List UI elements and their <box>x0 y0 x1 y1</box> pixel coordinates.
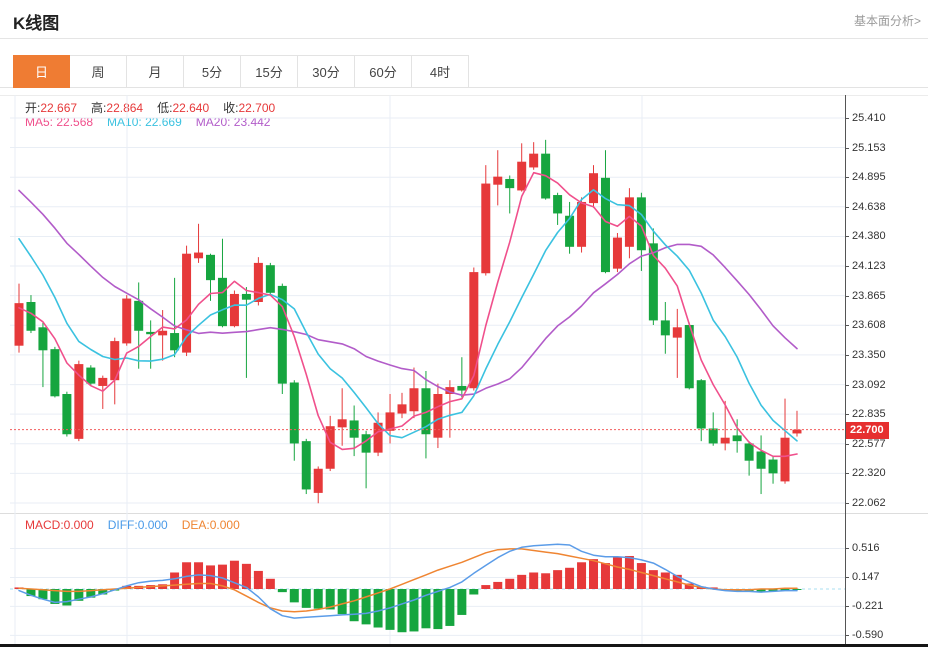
tab-period-3[interactable]: 月 <box>127 55 184 88</box>
axis-label: 22.062 <box>852 497 886 509</box>
macd-legend-item: DEA:0.000 <box>181 518 240 532</box>
axis-tick <box>845 444 849 445</box>
axis-tick <box>845 148 849 149</box>
axis-label: -0.590 <box>852 629 884 641</box>
last-price-badge: 22.700 <box>846 422 889 439</box>
panel-divider <box>0 513 928 514</box>
macd-legend-item: MACD:0.000 <box>25 518 94 532</box>
axis-label: 22.577 <box>852 438 886 450</box>
tab-period-5[interactable]: 15分 <box>241 55 298 88</box>
ohlc-label: 收: <box>223 101 239 115</box>
ohlc-label: 高: <box>91 101 107 115</box>
tab-period-8[interactable]: 4时 <box>412 55 469 88</box>
page-title: K线图 <box>13 14 60 33</box>
axis-label: 0.516 <box>852 542 880 554</box>
ohlc-value: 22.667 <box>40 101 78 115</box>
axis-tick <box>845 635 849 636</box>
fundamental-analysis-link[interactable]: 基本面分析> <box>853 14 921 28</box>
chart-top-border <box>0 95 928 96</box>
axis-tick <box>845 503 849 504</box>
axis-label: 23.350 <box>852 349 886 361</box>
axis-label: 24.380 <box>852 230 886 242</box>
axis-label: 22.835 <box>852 408 886 420</box>
axis-label: 25.410 <box>852 112 886 124</box>
axis-label: 23.865 <box>852 290 886 302</box>
bottom-border <box>0 644 928 647</box>
ohlc-value: 22.700 <box>238 101 276 115</box>
axis-tick <box>845 296 849 297</box>
macd-legend-item: DIFF:0.000 <box>107 518 168 532</box>
axis-tick <box>845 118 849 119</box>
axis-label: 23.608 <box>852 319 886 331</box>
tab-period-4[interactable]: 5分 <box>184 55 241 88</box>
ohlc-value: 22.864 <box>106 101 144 115</box>
ohlc-label: 低: <box>157 101 173 115</box>
axis-tick <box>845 548 849 549</box>
axis-label: -0.221 <box>852 600 884 612</box>
axis-label: 22.320 <box>852 467 886 479</box>
axis-tick <box>845 207 849 208</box>
axis-label: 25.153 <box>852 142 886 154</box>
axis-tick <box>845 236 849 237</box>
axis-label: 23.092 <box>852 379 886 391</box>
right-axis-line <box>845 95 846 645</box>
axis-tick <box>845 385 849 386</box>
main-candlestick-chart[interactable] <box>0 95 845 513</box>
ohlc-readout: 开:22.667 高:22.864 低:22.640 收:22.700 <box>25 99 289 116</box>
tab-period-7[interactable]: 60分 <box>355 55 412 88</box>
tab-period-2[interactable]: 周 <box>70 55 127 88</box>
axis-tick <box>845 606 849 607</box>
tab-period-6[interactable]: 30分 <box>298 55 355 88</box>
axis-tick <box>845 325 849 326</box>
axis-label: 24.895 <box>852 171 886 183</box>
header-divider <box>0 38 928 39</box>
ohlc-label: 开: <box>25 101 41 115</box>
axis-tick <box>845 577 849 578</box>
axis-label: 24.123 <box>852 260 886 272</box>
ohlc-value: 22.640 <box>172 101 210 115</box>
axis-tick <box>845 355 849 356</box>
axis-tick <box>845 414 849 415</box>
axis-label: 0.147 <box>852 571 880 583</box>
axis-tick <box>845 177 849 178</box>
axis-tick <box>845 266 849 267</box>
macd-legend: MACD:0.000 DIFF:0.000 DEA:0.000 <box>25 518 254 532</box>
axis-tick <box>845 473 849 474</box>
tab-period-1[interactable]: 日 <box>13 55 70 88</box>
period-tabbar: 日周月 5分 15分 30分 60分 4时 <box>0 55 928 88</box>
axis-label: 24.638 <box>852 201 886 213</box>
macd-chart[interactable] <box>0 513 845 644</box>
